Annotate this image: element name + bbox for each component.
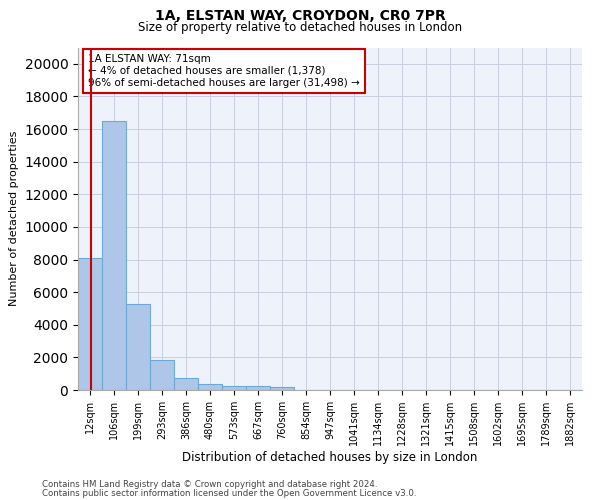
Bar (150, 360, 174, 390)
Text: 1A ELSTAN WAY: 71sqm
← 4% of detached houses are smaller (1,378)
96% of semi-det: 1A ELSTAN WAY: 71sqm ← 4% of detached ho… (88, 54, 360, 88)
Text: Size of property relative to detached houses in London: Size of property relative to detached ho… (138, 21, 462, 34)
Y-axis label: Number of detached properties: Number of detached properties (9, 131, 19, 306)
Bar (246, 386, 270, 390)
Bar (222, 386, 246, 390)
X-axis label: Distribution of detached houses by size in London: Distribution of detached houses by size … (182, 451, 478, 464)
Bar (174, 378, 198, 390)
Bar (270, 387, 294, 390)
Text: Contains HM Land Registry data © Crown copyright and database right 2024.: Contains HM Land Registry data © Crown c… (42, 480, 377, 489)
Text: Contains public sector information licensed under the Open Government Licence v3: Contains public sector information licen… (42, 488, 416, 498)
Text: 1A, ELSTAN WAY, CROYDON, CR0 7PR: 1A, ELSTAN WAY, CROYDON, CR0 7PR (155, 9, 445, 23)
Bar (126, 304, 150, 390)
Bar (78, 258, 102, 390)
Bar (198, 384, 222, 390)
Bar (102, 121, 126, 390)
